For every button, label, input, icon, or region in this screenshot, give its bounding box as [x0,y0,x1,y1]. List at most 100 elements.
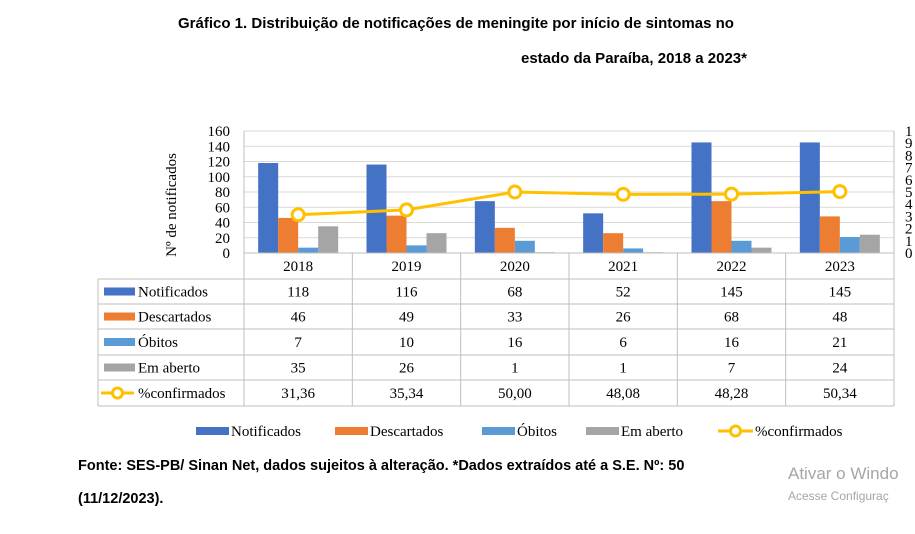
legend-label: %confirmados [755,424,843,440]
table-cell: 145 [720,285,743,301]
y-tick-label: 120 [208,155,231,171]
legend-label: Óbitos [517,423,557,440]
table-cell: 50,00 [498,386,532,402]
table-cell: 1 [511,361,519,377]
line-point [724,186,739,202]
table-cell: 48,08 [606,386,640,402]
x-category-label: 2021 [608,259,638,275]
table-series-label: Descartados [138,310,211,326]
table-cell: 68 [724,310,739,326]
table-legend-key [104,338,135,346]
table-cell: 118 [287,285,309,301]
y-tick-label: 20 [215,231,230,247]
table-series-label: Notificados [138,285,208,301]
legend-swatch [196,427,229,435]
y-tick-label: 40 [215,216,230,232]
bar [406,245,427,253]
secondary-y-tick-label: 1 [905,234,913,250]
secondary-y-tick-label: 2 [905,222,913,238]
table-cell: 68 [507,285,522,301]
table-cell: 10 [399,335,414,351]
legend-label: Descartados [370,424,443,440]
table-cell: 116 [396,285,418,301]
chart-title-line1: Gráfico 1. Distribuição de notificações … [178,15,734,32]
table-series-label: Em aberto [138,361,200,377]
secondary-y-tick-label: 1 [905,124,913,140]
table-legend-key [104,287,135,296]
line-series-confirmados [298,190,840,217]
bar [839,236,860,253]
secondary-y-tick-label: 9 [905,136,913,152]
source-note-date: (11/12/2023). [78,491,164,507]
bar [623,248,644,253]
bar [386,215,407,253]
bar [603,233,624,253]
table-series-label: %confirmados [138,386,226,402]
chart-title-line2: estado da Paraíba, 2018 a 2023* [521,50,747,67]
secondary-y-tick-label: 4 [905,197,913,213]
bar [711,201,732,253]
table-cell: 145 [829,285,852,301]
bar [731,240,752,253]
line-point [290,207,306,223]
line-point [399,202,414,218]
windows-activation-watermark: Ativar o Windo [788,464,899,483]
table-cell: 48 [832,310,847,326]
table-cell: 7 [728,361,736,377]
legend-swatch [586,427,619,435]
table-cell: 48,28 [715,386,749,402]
table-cell: 31,36 [281,386,315,402]
table-cell: 16 [724,335,740,351]
bar [859,234,880,253]
bar [819,216,840,253]
secondary-y-tick-label: 5 [905,185,913,201]
x-category-label: 2023 [825,259,855,275]
table-cell: 50,34 [823,386,857,402]
legend-swatch [335,427,368,435]
table-cell: 49 [399,310,414,326]
line-point [615,186,631,202]
y-tick-label: 160 [208,124,231,140]
bar [318,226,339,253]
bar [691,142,712,253]
x-category-label: 2020 [500,259,530,275]
table-cell: 33 [507,310,522,326]
table-legend-key [104,363,135,372]
bar [474,201,495,253]
legend-marker [729,424,742,438]
x-category-label: 2022 [717,259,747,275]
source-note: Fonte: SES-PB/ Sinan Net, dados sujeitos… [78,458,685,474]
y-tick-label: 60 [215,200,230,216]
table-legend-key-marker [111,386,124,400]
secondary-y-tick-label: 8 [905,148,913,164]
bar [799,142,820,253]
bar [258,163,279,253]
table-cell: 52 [616,285,631,301]
legend-label: Em aberto [621,424,683,440]
bar [426,233,447,253]
bar [366,164,387,253]
secondary-y-tick-label: 6 [905,173,913,189]
table-cell: 35 [291,361,306,377]
table-cell: 7 [294,335,302,351]
table-cell: 35,34 [390,386,424,402]
table-legend-key [104,312,135,321]
bar [583,213,604,253]
y-tick-label: 100 [208,170,231,186]
bar [494,227,515,253]
windows-activation-watermark-sub: Acesse Configuraç [788,489,889,503]
line-point [832,184,848,200]
table-cell: 26 [616,310,632,326]
bar [278,217,299,253]
secondary-y-tick-label: 0 [905,246,913,262]
secondary-y-tick-label: 7 [905,161,913,177]
table-cell: 16 [507,335,523,351]
x-category-label: 2019 [392,259,422,275]
secondary-y-tick-label: 3 [905,209,913,225]
table-cell: 46 [291,310,307,326]
line-point [507,184,523,200]
y-axis-title: Nº de notificados [164,153,180,257]
table-cell: 24 [832,361,848,377]
bar [514,240,535,253]
